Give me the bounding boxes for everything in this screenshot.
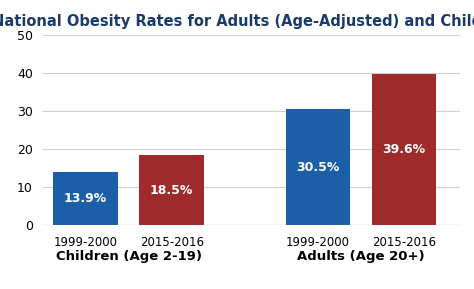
Text: 18.5%: 18.5% <box>150 184 193 197</box>
Text: Adults (Age 20+): Adults (Age 20+) <box>297 250 425 263</box>
Text: 13.9%: 13.9% <box>64 192 107 205</box>
Text: 30.5%: 30.5% <box>296 161 339 174</box>
Bar <box>372 74 436 225</box>
Bar <box>286 109 350 225</box>
Text: 1999-2000: 1999-2000 <box>286 236 350 249</box>
Text: 1999-2000: 1999-2000 <box>54 236 118 249</box>
Title: National Obesity Rates for Adults (Age-Adjusted) and Children: National Obesity Rates for Adults (Age-A… <box>0 14 474 29</box>
Text: 2015-2016: 2015-2016 <box>372 236 436 249</box>
Bar <box>54 173 118 225</box>
Text: 39.6%: 39.6% <box>383 143 426 156</box>
Bar <box>139 155 204 225</box>
Text: 2015-2016: 2015-2016 <box>140 236 204 249</box>
Text: Children (Age 2-19): Children (Age 2-19) <box>55 250 201 263</box>
